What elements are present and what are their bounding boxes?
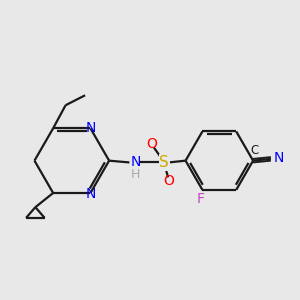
Text: C: C (250, 144, 258, 157)
Text: N: N (86, 187, 96, 201)
Text: H: H (131, 168, 140, 182)
Text: S: S (159, 155, 169, 170)
Text: F: F (197, 192, 205, 206)
Text: N: N (130, 155, 141, 170)
Text: N: N (86, 121, 96, 135)
Text: O: O (146, 137, 157, 151)
Text: N: N (274, 151, 284, 165)
Text: O: O (163, 174, 174, 188)
